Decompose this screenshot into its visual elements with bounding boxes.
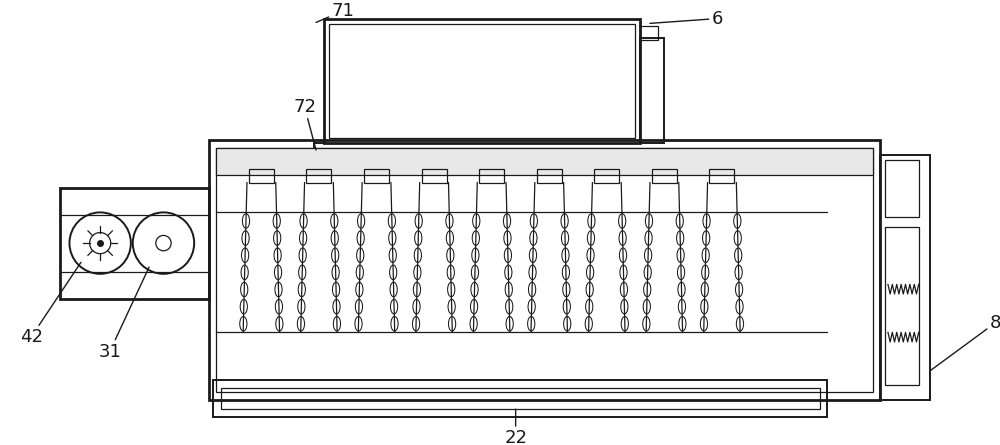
Bar — [213, 380, 827, 417]
Bar — [249, 169, 274, 182]
Bar — [364, 169, 389, 182]
Bar — [329, 24, 635, 138]
Bar — [640, 26, 658, 40]
Bar — [324, 19, 640, 143]
Text: 71: 71 — [316, 2, 354, 22]
Text: 8: 8 — [930, 314, 1000, 371]
Text: 22: 22 — [504, 409, 527, 445]
Bar — [306, 169, 331, 182]
Bar — [216, 148, 873, 392]
Bar — [885, 227, 919, 385]
Bar — [209, 141, 880, 400]
Bar — [885, 160, 919, 217]
Text: 6: 6 — [650, 10, 723, 28]
Bar — [594, 169, 619, 182]
Text: 42: 42 — [20, 262, 81, 346]
Bar — [640, 38, 664, 143]
Bar — [880, 155, 930, 400]
Bar — [60, 188, 209, 299]
Bar — [422, 169, 447, 182]
Text: 31: 31 — [98, 267, 149, 360]
Text: 72: 72 — [293, 98, 316, 150]
Bar — [652, 169, 677, 182]
Bar — [216, 148, 873, 175]
Bar — [537, 169, 562, 182]
Bar — [221, 388, 820, 409]
Bar — [709, 169, 734, 182]
Bar — [479, 169, 504, 182]
